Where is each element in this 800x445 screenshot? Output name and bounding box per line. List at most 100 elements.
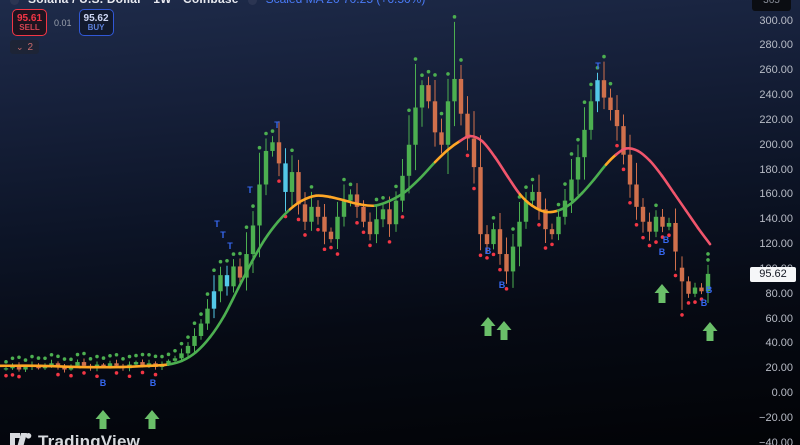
candle bbox=[250, 225, 256, 255]
order-panel: 95.61 SELL 0.01 95.62 BUY bbox=[12, 9, 114, 36]
dot-above bbox=[166, 352, 171, 357]
dot-above bbox=[290, 148, 294, 153]
candle bbox=[705, 273, 711, 292]
price-tick-label: 140.00 bbox=[759, 213, 793, 226]
candle bbox=[218, 275, 223, 292]
dot-above bbox=[121, 357, 125, 361]
dot-below bbox=[335, 252, 340, 256]
candle bbox=[699, 287, 704, 292]
candle bbox=[62, 367, 67, 370]
sell-button[interactable]: 95.61 SELL bbox=[12, 9, 47, 36]
dot-above bbox=[4, 360, 8, 364]
price-tick-label: 40.00 bbox=[765, 337, 793, 350]
candle bbox=[374, 219, 379, 235]
svg-text:T: T bbox=[214, 219, 220, 229]
dot-above bbox=[257, 145, 262, 150]
dot-below bbox=[400, 215, 405, 219]
candle bbox=[653, 216, 659, 232]
dot-above bbox=[108, 354, 112, 358]
dot-below bbox=[686, 301, 691, 305]
svg-text:B: B bbox=[706, 285, 713, 295]
dot-above bbox=[218, 259, 223, 264]
dot-below bbox=[114, 371, 119, 375]
candle bbox=[692, 287, 698, 294]
price-tick-label: 260.00 bbox=[759, 64, 793, 77]
dot-above bbox=[582, 100, 587, 104]
candle bbox=[465, 113, 470, 139]
dot-above bbox=[251, 204, 255, 208]
up-arrow-marker bbox=[654, 284, 670, 303]
dot-above bbox=[426, 69, 431, 74]
candle bbox=[328, 231, 334, 240]
svg-text:B: B bbox=[485, 246, 492, 256]
dot-below bbox=[296, 217, 301, 222]
dot-below bbox=[277, 179, 281, 183]
price-tick-label: 180.00 bbox=[759, 163, 793, 176]
object-tree-pill[interactable]: ⌄ 2 bbox=[10, 40, 40, 54]
candle bbox=[166, 360, 171, 365]
candle bbox=[380, 209, 386, 220]
candle bbox=[608, 97, 613, 110]
dot-below bbox=[95, 374, 99, 379]
dot-above bbox=[595, 65, 600, 70]
candle bbox=[289, 172, 295, 192]
dot-below bbox=[10, 373, 15, 377]
candle bbox=[315, 206, 321, 217]
dot-above bbox=[348, 182, 353, 187]
sell-price: 95.61 bbox=[16, 12, 43, 24]
dot-above bbox=[62, 357, 67, 361]
dot-below bbox=[693, 300, 697, 304]
candle bbox=[185, 345, 191, 354]
indicator-eye-icon[interactable] bbox=[247, 0, 257, 5]
candle bbox=[484, 234, 490, 245]
price-scale[interactable]: 300.00 280.00 260.00 240.00 220.00 200.00 180.… bbox=[745, 0, 800, 445]
price-tick-label: 300.00 bbox=[759, 14, 793, 27]
dot-above bbox=[238, 251, 242, 256]
dot-above bbox=[30, 354, 34, 359]
dot-above bbox=[114, 352, 119, 357]
dot-below bbox=[329, 245, 333, 250]
dot-above bbox=[309, 185, 314, 189]
dot-above bbox=[82, 351, 86, 356]
candle bbox=[673, 222, 678, 252]
candle bbox=[510, 246, 516, 272]
candle bbox=[257, 184, 262, 226]
candle bbox=[647, 221, 652, 232]
candle bbox=[400, 175, 405, 201]
svg-text:B: B bbox=[663, 235, 670, 245]
indicator-label[interactable]: Scaled MA 20 70.25 (+6.50%) bbox=[266, 0, 426, 7]
candle bbox=[679, 267, 685, 282]
dot-above bbox=[49, 352, 54, 357]
candle bbox=[101, 364, 106, 368]
dot-above bbox=[563, 182, 567, 186]
symbol-title[interactable]: Solana / U.S. Dollar · 1W · Coinbase bbox=[28, 0, 239, 7]
candle bbox=[523, 200, 529, 222]
dot-above bbox=[446, 72, 450, 76]
candle bbox=[172, 358, 178, 361]
up-arrow-marker bbox=[496, 321, 512, 340]
candle bbox=[224, 275, 230, 287]
price-tick-label: 220.00 bbox=[759, 113, 793, 126]
spread-value: 0.01 bbox=[54, 17, 72, 28]
candle bbox=[640, 206, 646, 222]
candle bbox=[530, 191, 535, 201]
candle bbox=[231, 266, 236, 287]
candle bbox=[549, 229, 555, 235]
dot-above bbox=[569, 152, 574, 156]
candle bbox=[569, 179, 574, 201]
buy-button[interactable]: 95.62 BUY bbox=[78, 9, 114, 36]
candle bbox=[192, 335, 197, 346]
price-tick-label: 240.00 bbox=[759, 89, 793, 102]
price-tick-label: 160.00 bbox=[759, 188, 793, 201]
candle bbox=[595, 80, 600, 102]
candle bbox=[666, 222, 672, 227]
object-tree-count: 2 bbox=[27, 41, 34, 53]
price-tick-label: 0.00 bbox=[771, 387, 793, 400]
tradingview-logo[interactable]: TradingView bbox=[10, 432, 140, 445]
dot-above bbox=[459, 58, 463, 62]
dot-above bbox=[205, 292, 210, 296]
tradingview-logo-text: TradingView bbox=[38, 432, 141, 445]
